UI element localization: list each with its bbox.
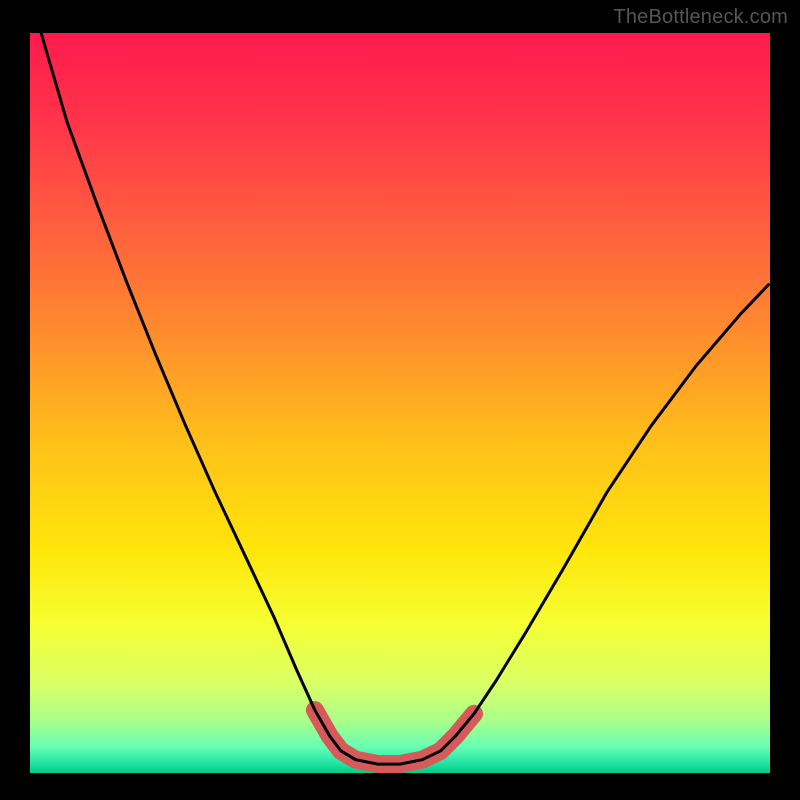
chart-container: TheBottleneck.com <box>0 0 800 800</box>
bottleneck-chart <box>0 0 800 800</box>
watermark-label: TheBottleneck.com <box>613 6 788 29</box>
plot-gradient-area <box>30 33 770 773</box>
